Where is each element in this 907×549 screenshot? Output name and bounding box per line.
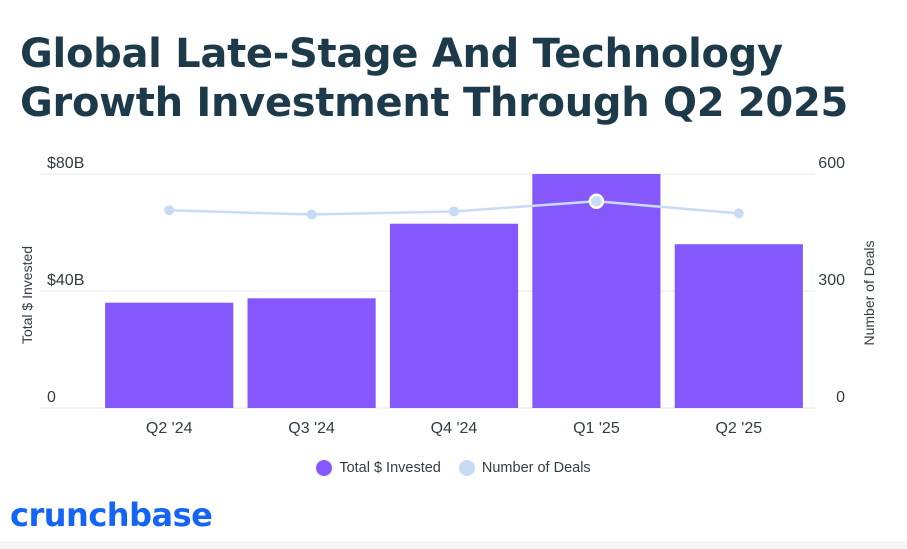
line-point (733, 208, 744, 219)
line-point (306, 209, 317, 220)
legend-label: Number of Deals (481, 460, 591, 476)
y-axis-title: Total $ Invested (19, 246, 35, 344)
axes: 0 $40B $80B 0 300 600 Q2 '24 Q3 '24 Q4 '24 Q1 '25… (47, 155, 845, 437)
x-tick-label: Q2 '25 (715, 420, 762, 437)
bar (532, 174, 661, 408)
y-tick-label: $40B (47, 272, 84, 289)
line-point (449, 206, 459, 217)
y-tick-label: $80B (47, 155, 84, 172)
footer-band (0, 541, 907, 549)
y2-tick-label: 0 (836, 389, 845, 406)
bar (389, 223, 519, 408)
chart-title: Global Late-Stage And Technology Growth … (20, 31, 849, 126)
line-point (164, 205, 175, 216)
x-tick-label: Q4 '24 (431, 420, 478, 437)
bar (247, 298, 376, 408)
legend-item-deals[interactable]: Number of Deals (458, 460, 591, 476)
line-series (164, 193, 744, 220)
bar (105, 302, 234, 408)
bar-series (105, 174, 803, 408)
y2-tick-label: 300 (818, 272, 845, 289)
x-tick-label: Q2 '24 (146, 420, 193, 437)
y2-axis-title: Number of Deals (861, 240, 877, 345)
legend-swatch (316, 460, 333, 476)
legend: Total $ Invested Number of Deals (0, 460, 907, 476)
y-tick-label: 0 (47, 389, 56, 406)
legend-item-invested[interactable]: Total $ Invested (316, 460, 441, 476)
bar (674, 244, 803, 408)
line-point (588, 193, 605, 210)
legend-label: Total $ Invested (339, 460, 441, 476)
y2-tick-label: 600 (818, 155, 845, 172)
chart-area: 0 $40B $80B 0 300 600 Q2 '24 Q3 '24 Q4 '24 Q1 '25… (19, 155, 877, 437)
legend-swatch (458, 460, 475, 476)
brand-logo: crunchbase (10, 496, 213, 534)
x-tick-label: Q1 '25 (573, 420, 620, 437)
x-tick-label: Q3 '24 (288, 420, 335, 437)
